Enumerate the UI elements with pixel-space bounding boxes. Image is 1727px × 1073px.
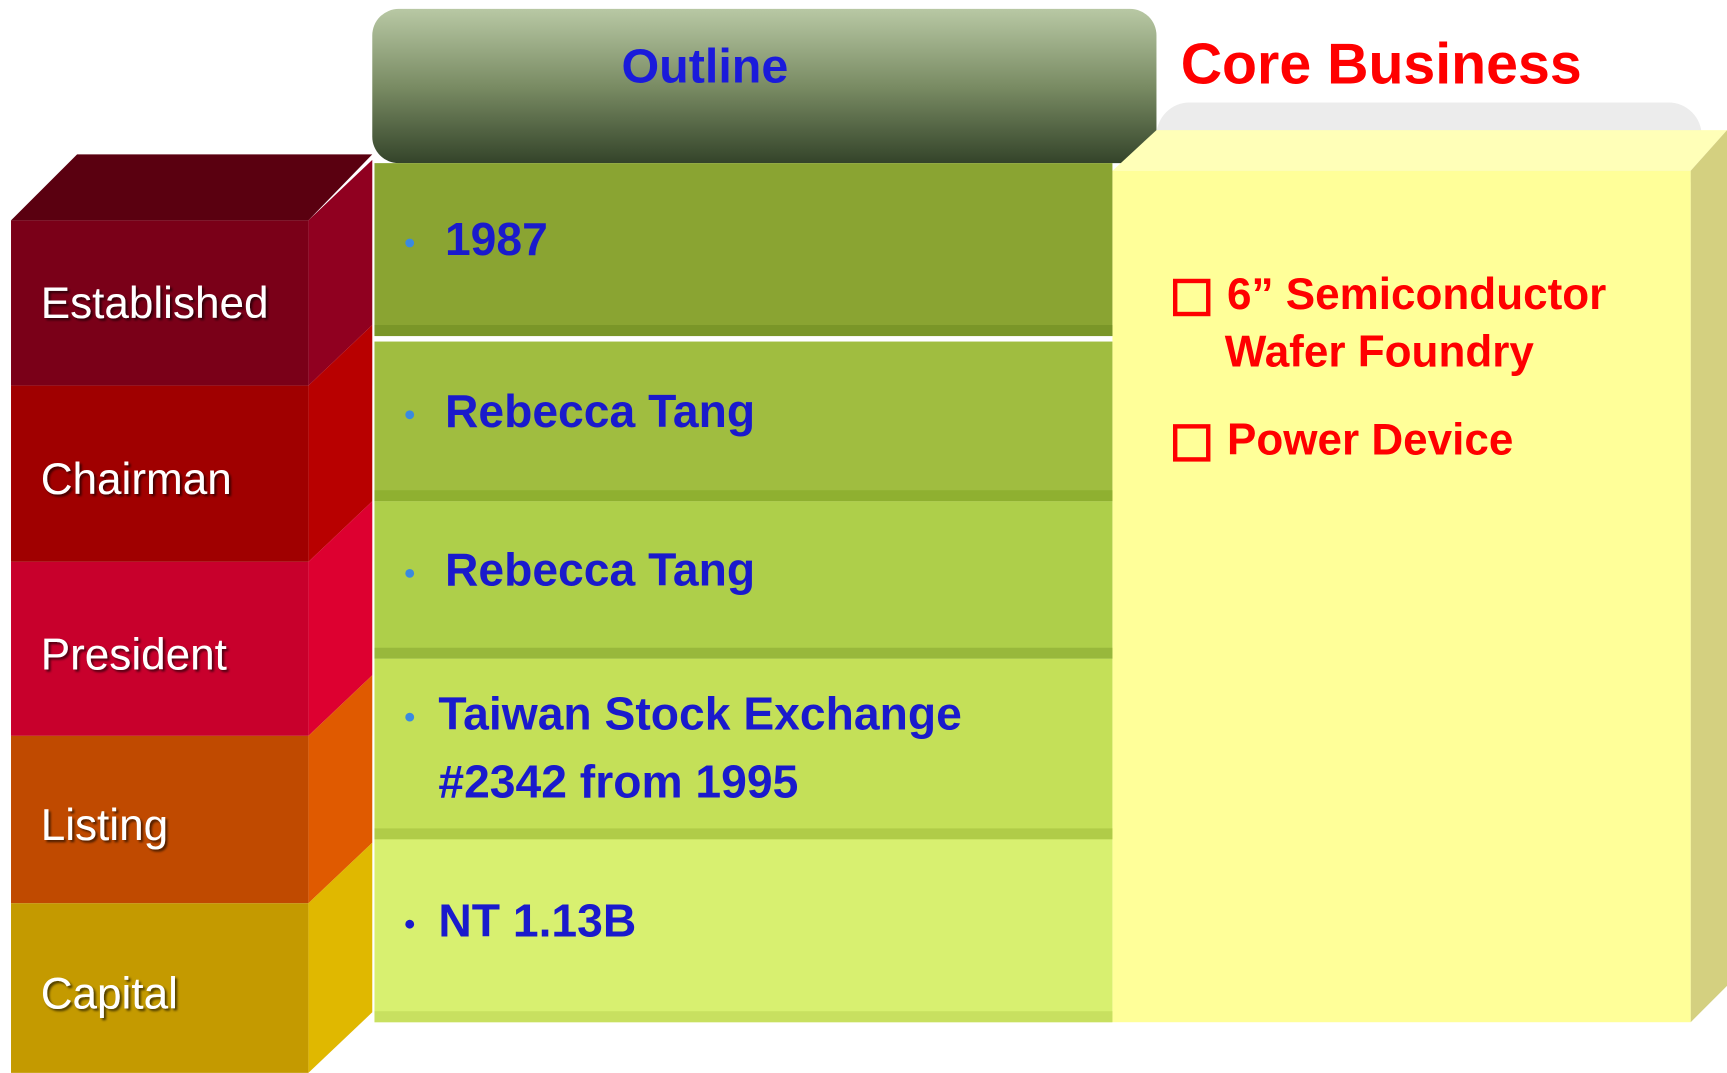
label-front [11, 220, 309, 386]
core-item: 6” Semiconductor [1227, 270, 1606, 319]
core-title: Core Business [1181, 33, 1582, 97]
row-value: NT 1.13B [438, 894, 636, 946]
core-item: Power Device [1227, 416, 1513, 465]
core-item: Wafer Foundry [1225, 327, 1535, 376]
row-value: Rebecca Tang [445, 385, 755, 437]
label-top [11, 154, 373, 221]
checkbox [1172, 278, 1211, 317]
value-band [374, 658, 1113, 840]
value-band [374, 341, 1113, 502]
row-label: Established [41, 279, 269, 328]
row-value: #2342 from 1995 [438, 756, 798, 808]
label-front [11, 903, 309, 1073]
label-front [11, 561, 309, 736]
label-side [308, 675, 373, 904]
bullet [405, 568, 415, 578]
bullet [405, 919, 415, 929]
rows: Established 1987 Chairman Rebecca Tang Presi… [11, 154, 1113, 1073]
label-side [308, 159, 373, 386]
label-side [308, 325, 373, 562]
row-value: Rebecca Tang [445, 544, 755, 596]
label-side [308, 842, 373, 1073]
bullet [405, 712, 415, 722]
value-band [374, 163, 1113, 337]
row-label: President [41, 630, 227, 679]
row-value: 1987 [445, 213, 548, 265]
checkbox [1172, 424, 1211, 462]
row-label: Capital [41, 970, 178, 1019]
value-band-edge [374, 647, 1113, 659]
label-side [308, 501, 373, 736]
bullet [405, 410, 415, 420]
value-band [374, 501, 1113, 659]
value-band-edge [374, 325, 1113, 337]
value-band-edge [374, 1011, 1113, 1023]
outline-header [372, 8, 1157, 164]
outline-title: Outline [621, 39, 788, 93]
row-label: Listing [41, 801, 168, 850]
bullet [405, 238, 415, 248]
value-band-edge [374, 490, 1113, 502]
core-list: 6” Semiconductor Wafer Foundry Power Devic… [1172, 270, 1606, 465]
value-band [374, 839, 1113, 1023]
core-side [1690, 130, 1727, 1023]
label-front [11, 735, 309, 904]
label-front [11, 385, 309, 562]
value-band-edge [374, 828, 1113, 840]
row-value: Taiwan Stock Exchange [438, 687, 961, 739]
core-top [1112, 130, 1727, 171]
row-label: Chairman [41, 455, 232, 504]
